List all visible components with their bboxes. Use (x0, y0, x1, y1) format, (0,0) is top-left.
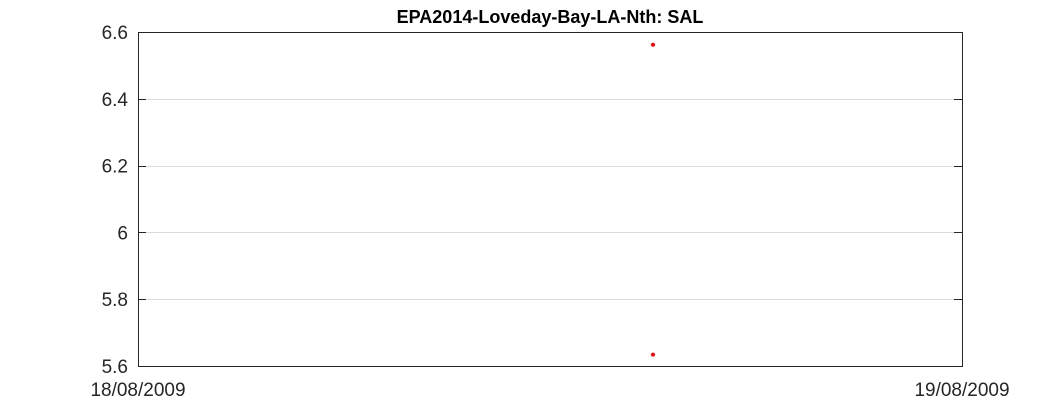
plot-frame (138, 32, 963, 367)
x-tick-label-end: 19/08/2009 (914, 380, 1009, 401)
y-tick-label: 6.4 (102, 90, 129, 111)
data-point (651, 42, 655, 47)
chart-title: EPA2014-Loveday-Bay-LA-Nth: SAL (397, 7, 704, 27)
data-points (651, 42, 655, 357)
axis-ticks (138, 32, 962, 367)
y-tick-label: 5.6 (102, 357, 128, 378)
y-tick-labels: 5.6 5.8 6 6.2 6.4 6.6 (102, 23, 129, 378)
y-tick-label: 5.8 (102, 290, 128, 311)
y-tick-label: 6.2 (102, 157, 128, 178)
y-tick-label: 6.6 (102, 23, 128, 44)
x-tick-label-start: 18/08/2009 (90, 380, 185, 401)
data-point (651, 352, 655, 357)
y-tick-label: 6 (117, 223, 128, 244)
grid-lines (138, 99, 962, 300)
